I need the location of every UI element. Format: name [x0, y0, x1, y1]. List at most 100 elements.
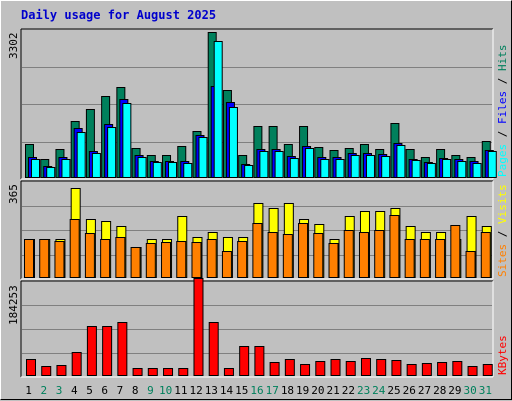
day-label: 10 — [159, 384, 172, 397]
pages-bar — [472, 163, 482, 178]
pages-bar — [259, 151, 269, 178]
kbytes-bar — [360, 358, 371, 376]
day-label: 2 — [41, 384, 48, 397]
kbytes-bar — [406, 364, 417, 376]
sites-bar — [389, 215, 400, 278]
legend-visits: Visits — [496, 184, 509, 224]
hits_files_pages-legend: Pages / Files / Hits — [496, 45, 509, 178]
pages-bar — [213, 41, 223, 178]
sites-bar — [404, 239, 415, 278]
day-label: 5 — [86, 384, 93, 397]
sites-bar — [298, 223, 309, 278]
kbytes-bar — [102, 326, 113, 376]
kbytes-bar — [421, 363, 432, 376]
kbytes-bar — [300, 364, 311, 376]
sites-bar — [161, 242, 172, 278]
sites-bar — [343, 230, 354, 278]
visits_sites-legend: Sites / Visits — [496, 184, 509, 277]
kbytes-bar — [117, 322, 128, 376]
legend-separator: / — [496, 124, 509, 144]
day-label: 3 — [56, 384, 63, 397]
pages-bar — [46, 167, 56, 178]
pages-bar — [426, 163, 436, 178]
day-label: 15 — [235, 384, 248, 397]
kbytes-bar — [482, 364, 493, 376]
sites-bar — [54, 241, 65, 278]
sites-bar — [237, 241, 248, 278]
sites-bar — [130, 247, 141, 278]
legend-hits: Hits — [496, 45, 509, 72]
kbytes-bar — [254, 346, 265, 376]
day-label: 26 — [403, 384, 416, 397]
pages-bar — [320, 159, 330, 178]
kbytes-bar — [284, 359, 295, 376]
pages-bar — [91, 153, 101, 178]
pages-bar — [122, 103, 132, 178]
pages-bar — [61, 159, 71, 178]
pages-bar — [31, 159, 40, 178]
sites-bar — [24, 239, 34, 278]
pages-bar — [381, 156, 391, 178]
day-label: 30 — [464, 384, 477, 397]
pages-bar — [335, 159, 345, 178]
kbytes-bar — [269, 362, 280, 376]
visits_sites-max-label: 365 — [7, 184, 20, 204]
kbytes-bar — [132, 368, 143, 376]
pages-bar — [457, 161, 467, 178]
day-label: 7 — [117, 384, 124, 397]
legend-kbytes: KBytes — [496, 335, 509, 375]
day-label: 28 — [433, 384, 446, 397]
kbytes-bar — [223, 368, 234, 376]
legend-files: Files — [496, 91, 509, 124]
kbytes-bar — [86, 326, 97, 376]
sites-bar — [84, 233, 95, 278]
pages-bar — [168, 162, 178, 178]
sites-bar — [252, 223, 263, 278]
day-label: 1 — [25, 384, 32, 397]
sites-bar — [465, 251, 476, 278]
day-label: 17 — [266, 384, 279, 397]
kbytes-bar — [345, 361, 356, 376]
kbytes-legend: KBytes — [496, 335, 509, 375]
day-label: 18 — [281, 384, 294, 397]
pages-bar — [198, 137, 208, 178]
pages-bar — [350, 155, 360, 178]
day-label: 31 — [479, 384, 492, 397]
sites-bar — [267, 232, 278, 278]
kbytes-bar — [193, 278, 204, 376]
kbytes-bar — [391, 360, 402, 376]
pages-bar — [305, 148, 315, 178]
sites-bar — [100, 239, 111, 278]
kbytes-bar — [452, 361, 463, 376]
day-label: 12 — [189, 384, 202, 397]
pages-bar — [411, 160, 421, 178]
day-label: 16 — [250, 384, 263, 397]
day-label: 20 — [311, 384, 324, 397]
kbytes-bar — [147, 368, 158, 376]
chart-title: Daily usage for August 2025 — [21, 8, 217, 22]
kbytes-bar — [26, 359, 36, 376]
day-label: 29 — [448, 384, 461, 397]
legend-separator: / — [496, 224, 509, 244]
day-label: 8 — [132, 384, 139, 397]
sites-bar — [221, 251, 232, 278]
sites-bar — [176, 241, 187, 278]
legend-pages: Pages — [496, 144, 509, 177]
sites-bar — [480, 232, 491, 278]
kbytes-bar — [178, 368, 189, 376]
day-label: 6 — [101, 384, 108, 397]
legend-separator: / — [496, 71, 509, 91]
sites-bar — [358, 232, 369, 278]
kbytes-bar — [239, 346, 250, 376]
day-label: 11 — [174, 384, 187, 397]
kbytes-bar — [467, 366, 478, 376]
sites-bar — [39, 239, 50, 278]
sites-bar — [145, 243, 156, 278]
pages-bar — [442, 159, 452, 178]
day-label: 27 — [418, 384, 431, 397]
day-label: 25 — [387, 384, 400, 397]
sites-bar — [191, 242, 202, 278]
day-label: 22 — [342, 384, 355, 397]
